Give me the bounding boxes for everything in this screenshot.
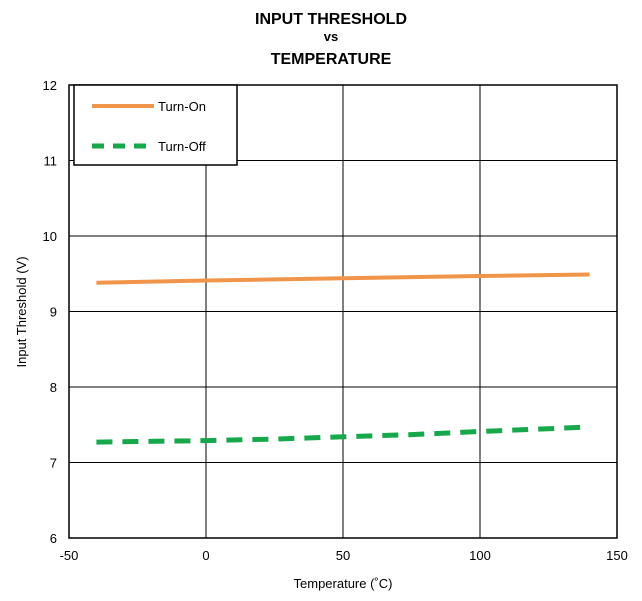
x-tick-label: -50 — [60, 548, 79, 563]
x-tick-label: 50 — [336, 548, 350, 563]
y-tick-label: 12 — [43, 78, 57, 93]
chart-title-line-1: INPUT THRESHOLD — [255, 11, 407, 28]
y-tick-label: 11 — [44, 154, 58, 169]
y-axis-label: Input Threshold (V) — [14, 256, 29, 367]
legend-box — [73, 84, 238, 166]
grid-layer — [69, 85, 617, 538]
series-layer — [96, 272, 590, 445]
x-tick-label: 0 — [202, 548, 209, 563]
legend: Turn-On Turn-Off — [73, 84, 238, 166]
y-tick-label: 9 — [50, 305, 57, 320]
x-axis-label: Temperature (˚C) — [294, 576, 393, 591]
chart-title-line-3: TEMPERATURE — [271, 51, 392, 68]
plot-frame — [68, 84, 618, 539]
x-tick-label: 100 — [469, 548, 491, 563]
series-line-turn-on — [96, 272, 590, 285]
chart-title-line-2: vs — [324, 29, 338, 44]
y-tick-label: 10 — [43, 229, 57, 244]
y-tick-label: 7 — [50, 456, 57, 471]
legend-label-turn-off: Turn-Off — [158, 139, 206, 154]
tick-layer: -50 0 50 100 150 6 7 8 9 10 11 12 — [43, 78, 628, 563]
y-tick-label: 6 — [50, 531, 57, 546]
legend-label-turn-on: Turn-On — [158, 99, 206, 114]
x-tick-label: 150 — [606, 548, 628, 563]
y-tick-label: 8 — [50, 380, 57, 395]
series-line-turn-off — [96, 424, 590, 445]
